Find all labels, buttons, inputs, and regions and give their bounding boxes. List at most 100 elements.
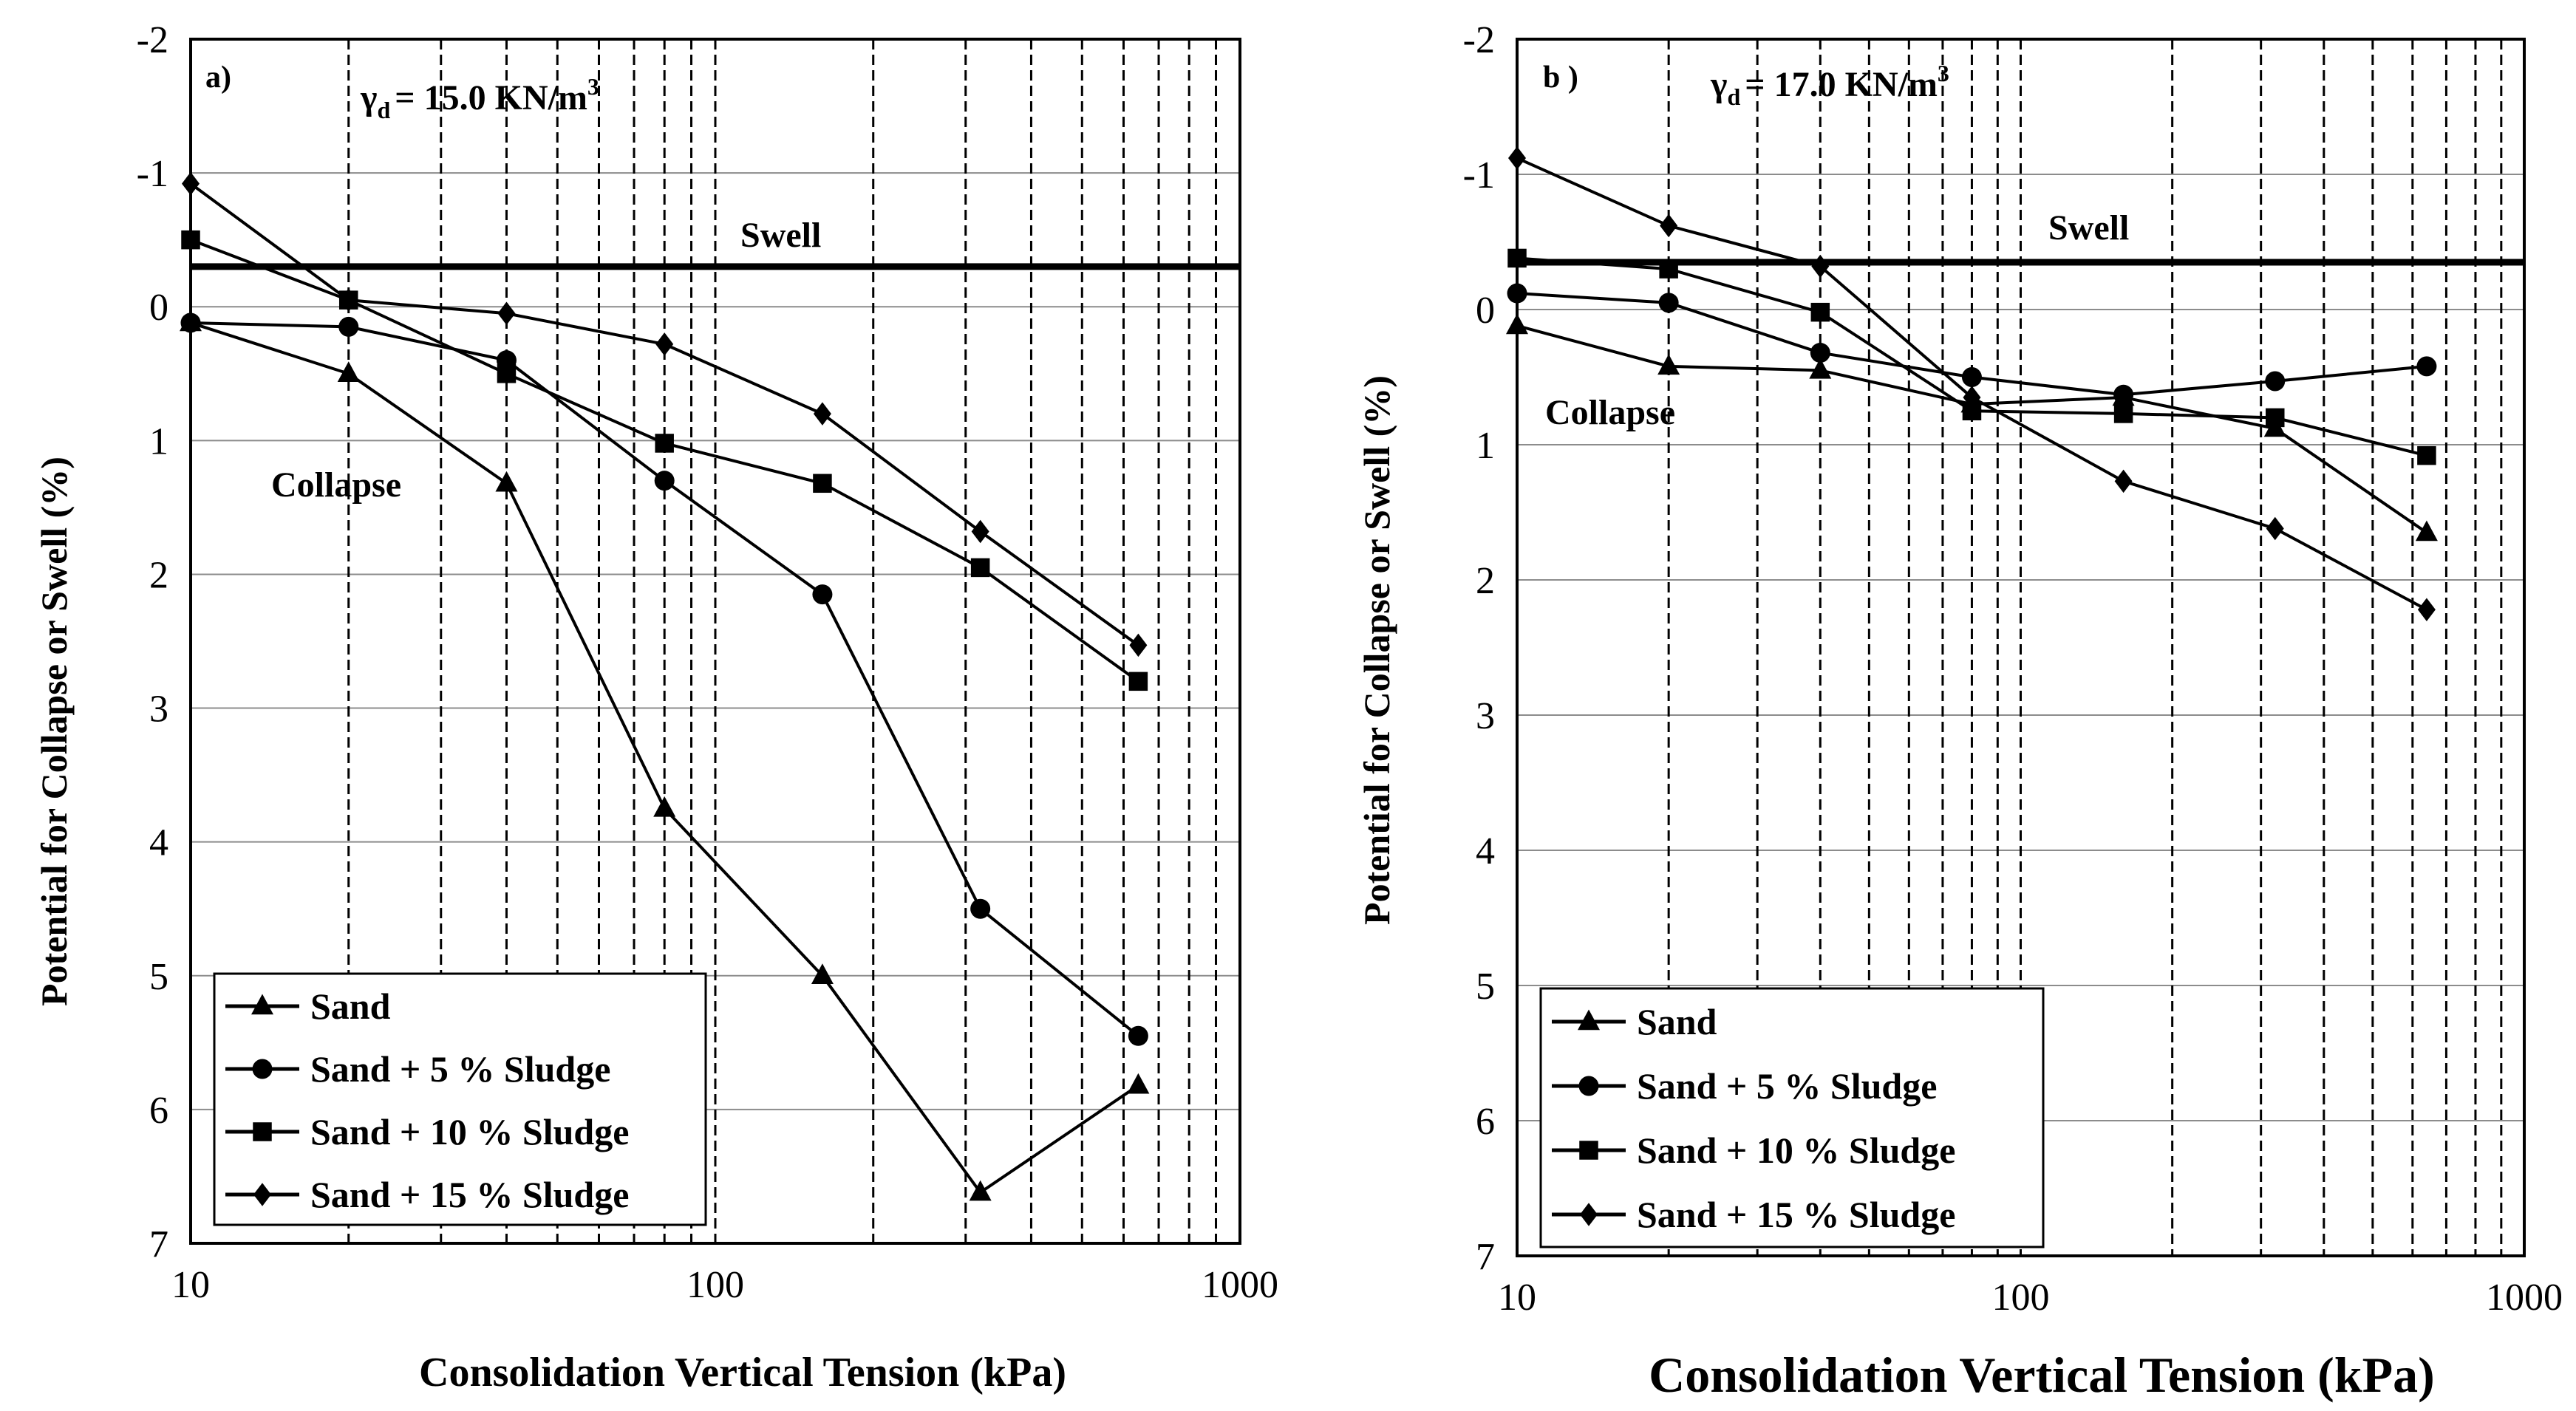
title-value: = 17.0 KN/m [1745, 65, 1938, 104]
y-tick-label: 2 [1476, 560, 1495, 602]
data-point [1659, 259, 1678, 279]
data-point [811, 963, 834, 985]
legend-marker [251, 994, 273, 1015]
series-triangle [180, 310, 1150, 1201]
data-point [655, 332, 674, 356]
data-point [2417, 598, 2436, 622]
data-point [812, 584, 833, 605]
data-point [970, 558, 990, 578]
legend-entry: Sand + 15 % Sludge [1552, 1194, 1955, 1235]
y-tick-label: 3 [149, 689, 168, 731]
y-tick-label: 3 [1476, 695, 1495, 737]
legend-label: Sand + 5 % Sludge [310, 1048, 610, 1090]
data-series [180, 171, 1150, 1201]
data-point [971, 519, 989, 544]
collapse-label: Collapse [1545, 393, 1675, 432]
data-point [181, 230, 200, 250]
series-diamond [182, 171, 1148, 657]
y-tick-labels: -2 -1 0 1 2 3 4 5 6 7 [1463, 19, 1495, 1278]
x-tick-label: 1000 [2486, 1277, 2563, 1319]
chart-title: γd = 17.0 KN/m3 [1710, 60, 1949, 110]
y-tick-label: 5 [149, 956, 168, 998]
data-point [2266, 516, 2284, 541]
y-tick-label: 5 [1476, 966, 1495, 1008]
data-point [495, 471, 518, 492]
y-axis-label: Potential for Collapse or Swell (%) [33, 457, 75, 1006]
x-axis-label: Consolidation Vertical Tension (kPa) [419, 1350, 1066, 1395]
legend-marker [253, 1183, 271, 1206]
data-point [1129, 633, 1148, 657]
data-point [180, 312, 201, 333]
legend-items: Sand Sand + 5 % Sludge Sand + 10 % Sludge S… [225, 985, 629, 1215]
legend-entry: Sand + 5 % Sludge [1552, 1065, 1937, 1107]
y-axis-label: Potential for Collapse or Swell (%) [1356, 375, 1397, 925]
y-tick-labels: -2 -1 0 1 2 3 4 5 6 7 [137, 19, 168, 1265]
data-point [813, 474, 832, 493]
data-point [655, 434, 674, 453]
gamma-symbol: γ [1710, 65, 1727, 104]
data-point [1810, 343, 1830, 363]
y-tick-label: -2 [1463, 19, 1495, 61]
gamma-subscript: d [1727, 83, 1740, 110]
data-point [654, 471, 675, 491]
data-point [970, 898, 991, 919]
y-tick-label: 2 [149, 554, 168, 596]
x-tick-label: 100 [1992, 1277, 2050, 1319]
x-tick-label: 100 [686, 1264, 744, 1306]
legend-entry: Sand + 15 % Sludge [225, 1174, 629, 1215]
x-axis-label: Consolidation Vertical Tension (kPa) [1649, 1347, 2435, 1403]
y-tick-label: 4 [1476, 830, 1495, 872]
legend-label: Sand [310, 985, 391, 1027]
data-point [2417, 445, 2436, 465]
data-point [813, 402, 831, 426]
title-superscript: 3 [587, 73, 599, 100]
data-point [1657, 354, 1680, 375]
panel-label: a) [205, 61, 231, 95]
legend: Sand Sand + 5 % Sludge Sand + 10 % Sludge S… [1539, 987, 2045, 1248]
legend-entry: Sand [225, 985, 391, 1027]
chart-title: γd = 15.0 KN/m3 [360, 73, 599, 123]
gamma-symbol: γ [360, 78, 377, 117]
x-tick-labels: 10 100 1000 [171, 1264, 1278, 1306]
legend-marker [1580, 1203, 1598, 1226]
title-value: = 15.0 KN/m [395, 78, 587, 117]
y-tick-label: 7 [1476, 1236, 1495, 1278]
legend-items: Sand Sand + 5 % Sludge Sand + 10 % Sludge S… [1552, 1001, 1955, 1235]
legend-marker [1579, 1141, 1598, 1160]
data-point [2416, 356, 2437, 377]
y-tick-label: 6 [149, 1090, 168, 1132]
data-point [1961, 367, 1982, 387]
legend-box [1539, 987, 2045, 1248]
swell-label: Swell [740, 216, 821, 255]
data-point [182, 171, 200, 196]
data-point [1810, 302, 1830, 322]
legend-entry: Sand + 10 % Sludge [225, 1111, 629, 1152]
y-tick-label: 1 [149, 420, 168, 462]
data-point [2113, 384, 2134, 405]
data-point [2415, 520, 2438, 541]
legend-marker [1578, 1009, 1600, 1031]
data-series [1506, 146, 2438, 622]
y-tick-label: 0 [149, 287, 168, 329]
data-point [1660, 213, 1678, 238]
x-tick-labels: 10 100 1000 [1498, 1277, 2563, 1319]
legend-label: Sand + 15 % Sludge [1637, 1194, 1955, 1235]
data-point [337, 361, 360, 383]
data-point [338, 316, 359, 337]
y-tick-label: -1 [137, 153, 168, 195]
legend-label: Sand + 10 % Sludge [310, 1111, 629, 1152]
data-point [1809, 358, 1832, 379]
legend-entry: Sand [1552, 1001, 1717, 1042]
data-point [653, 796, 676, 817]
gamma-subscript: d [377, 97, 390, 123]
data-point [1506, 313, 1528, 335]
series-circle [180, 312, 1148, 1046]
data-point [339, 288, 358, 312]
data-point [1128, 1025, 1148, 1046]
y-tick-label: 0 [1476, 290, 1495, 332]
legend-label: Sand [1637, 1001, 1717, 1042]
data-point [1658, 293, 1679, 313]
legend-marker [1578, 1076, 1599, 1096]
data-point [497, 364, 517, 383]
